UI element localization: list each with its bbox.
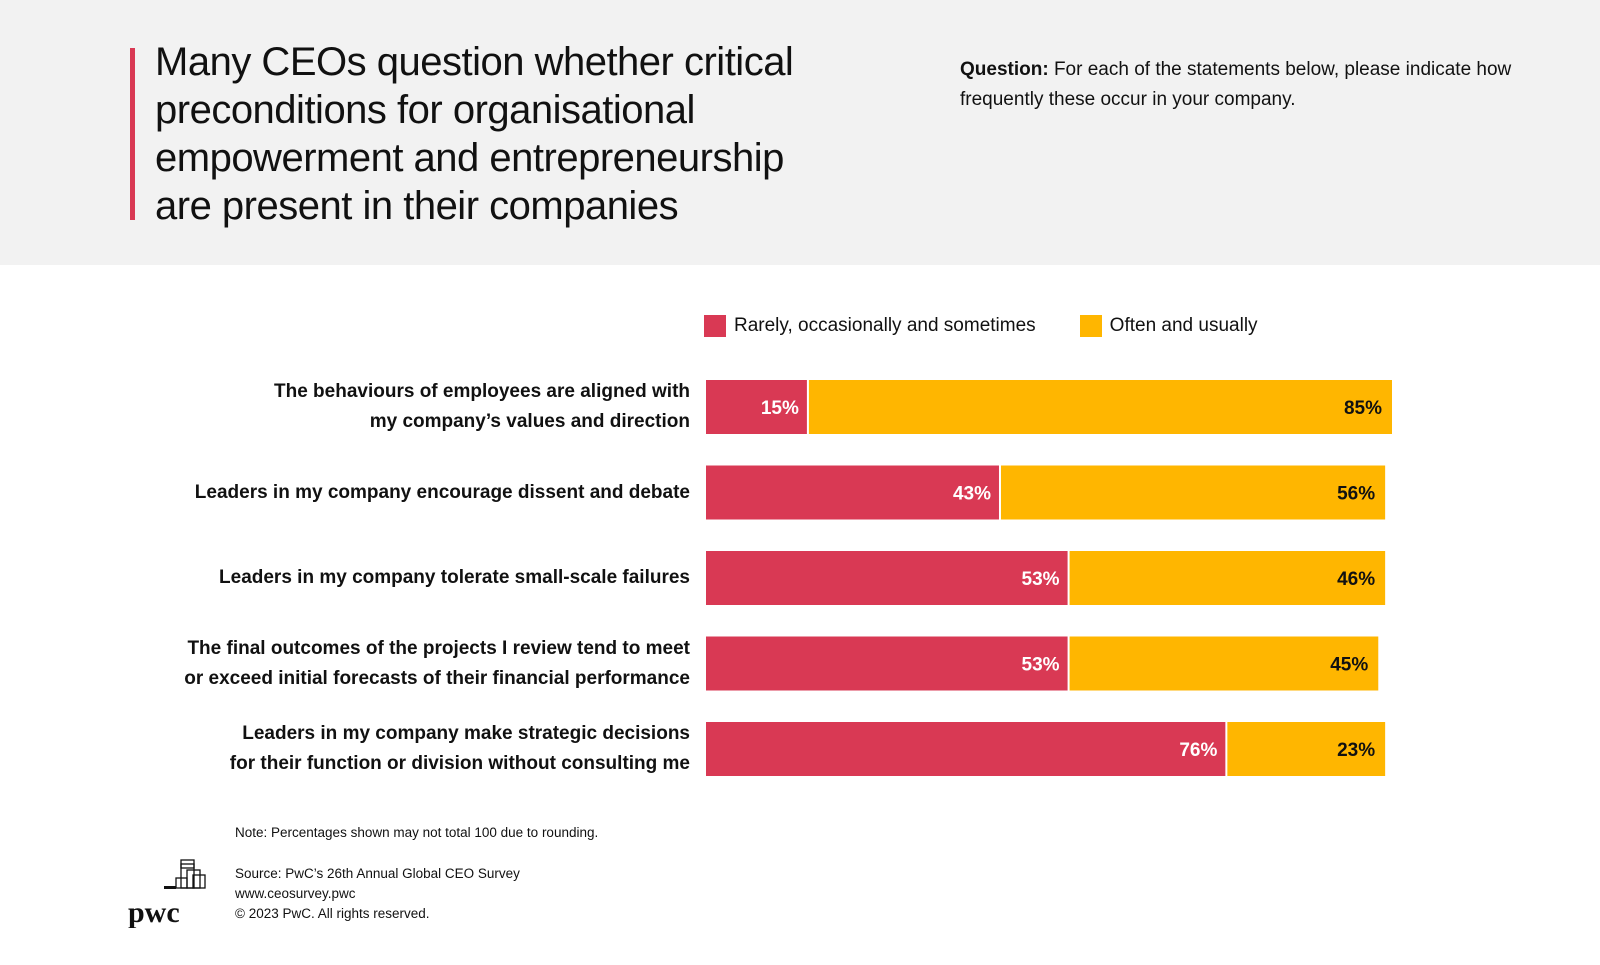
category-label-line: for their function or division without c… bbox=[229, 753, 690, 774]
bar-label-rarely: 53% bbox=[1022, 569, 1060, 590]
source-url[interactable]: www.ceosurvey.pwc bbox=[235, 886, 356, 901]
question-text: Question: For each of the statements bel… bbox=[960, 55, 1520, 115]
bar-label-rarely: 15% bbox=[761, 398, 799, 419]
legend-label-rarely: Rarely, occasionally and sometimes bbox=[734, 315, 1036, 336]
category-label-line: Leaders in my company encourage dissent … bbox=[194, 481, 690, 503]
bar-label-often: 85% bbox=[1344, 398, 1382, 419]
question-body: For each of the statements below, please… bbox=[960, 59, 1512, 110]
bar-label-often: 45% bbox=[1330, 655, 1368, 676]
bar-often bbox=[1069, 551, 1386, 605]
bar-often bbox=[1227, 722, 1386, 776]
bar-label-often: 46% bbox=[1337, 569, 1375, 590]
bar-label-rarely: 53% bbox=[1022, 655, 1060, 676]
bar-label-rarely: 43% bbox=[953, 484, 991, 505]
category-label: Leaders in my company encourage dissent … bbox=[195, 478, 690, 508]
legend-swatch-often bbox=[1079, 315, 1102, 337]
copyright-text: © 2023 PwC. All rights reserved. bbox=[235, 906, 430, 921]
category-label-line: The behaviours of employees are aligned … bbox=[274, 381, 690, 402]
pwc-logo-icon: pwc bbox=[128, 859, 206, 929]
legend-item-often: Often and usually bbox=[1079, 315, 1258, 337]
bar-rarely bbox=[706, 636, 1068, 691]
chart-legend: Rarely, occasionally and sometimes Often… bbox=[704, 315, 1302, 337]
category-label-line: my company’s values and direction bbox=[369, 411, 690, 432]
category-label: Leaders in my company make strategic dec… bbox=[230, 719, 690, 779]
bar-label-rarely: 76% bbox=[1179, 740, 1217, 761]
source-text: Source: PwC’s 26th Annual Global CEO Sur… bbox=[235, 866, 520, 881]
bar-often bbox=[808, 380, 1392, 434]
footnote: Note: Percentages shown may not total 10… bbox=[235, 825, 599, 840]
pwc-wordmark: pwc bbox=[128, 896, 180, 928]
category-label: The final outcomes of the projects I rev… bbox=[184, 634, 690, 694]
category-label-line: Leaders in my company make strategic dec… bbox=[242, 723, 690, 744]
source-block: Source: PwC’s 26th Annual Global CEO Sur… bbox=[235, 864, 520, 924]
category-label: Leaders in my company tolerate small-sca… bbox=[219, 563, 690, 593]
bar-often bbox=[1000, 465, 1386, 520]
bar-rarely bbox=[706, 465, 999, 520]
bar-often bbox=[1069, 636, 1379, 691]
legend-swatch-rarely bbox=[704, 315, 726, 337]
legend-item-rarely: Rarely, occasionally and sometimes bbox=[704, 315, 1036, 337]
title-accent-bar bbox=[130, 48, 135, 220]
bar-rarely bbox=[706, 380, 807, 434]
legend-label-often: Often and usually bbox=[1109, 315, 1258, 336]
bar-label-often: 56% bbox=[1337, 484, 1375, 505]
category-label-line: Leaders in my company tolerate small-sca… bbox=[219, 567, 690, 588]
category-label: The behaviours of employees are aligned … bbox=[274, 377, 690, 437]
category-label-line: The final outcomes of the projects I rev… bbox=[187, 637, 690, 659]
pwc-logo: pwc bbox=[128, 858, 218, 929]
header-panel: Many CEOs question whether critical prec… bbox=[0, 0, 1600, 265]
question-label: Question: bbox=[960, 59, 1049, 80]
page-title: Many CEOs question whether critical prec… bbox=[155, 40, 794, 228]
bar-rarely bbox=[706, 551, 1068, 605]
bar-label-often: 23% bbox=[1337, 740, 1375, 761]
bar-rarely bbox=[706, 722, 1226, 776]
category-label-line: or exceed initial forecasts of their fin… bbox=[184, 667, 690, 689]
